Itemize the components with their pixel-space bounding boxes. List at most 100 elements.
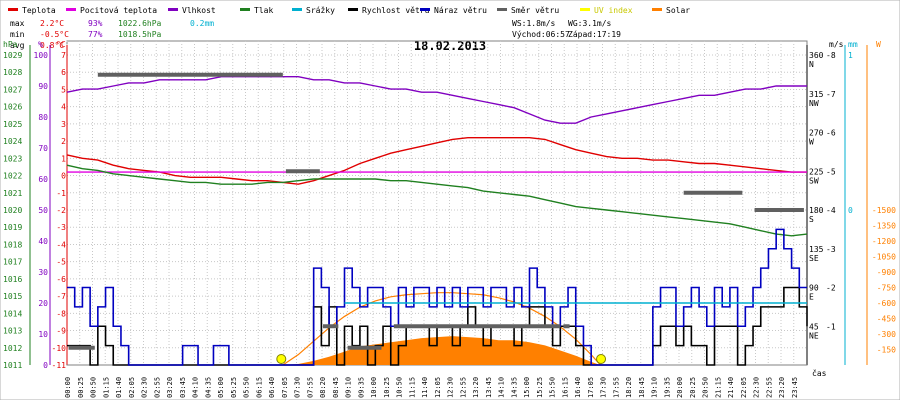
axis-tick-x: 22:30 (753, 377, 761, 398)
axis-tick-x: 04:10 (192, 377, 200, 398)
axis-tick-x: 22:55 (765, 377, 773, 398)
axis-tick-hpa: 1017 (3, 258, 22, 267)
axis-tick-dir: 90 (809, 284, 819, 293)
axis-tick-dir-name: S (809, 215, 814, 224)
stat-avg-label: avg (10, 41, 25, 50)
axis-tick-hpa: 1013 (3, 327, 22, 336)
axis-tick-x: 02:30 (141, 377, 149, 398)
stat-max-rain: 0.2mm (190, 19, 214, 28)
axis-tick-x: 21:40 (727, 377, 735, 398)
series-line (67, 286, 808, 366)
axis-tick-pct: 20 (38, 299, 48, 308)
axis-tick-dir: 180 (809, 206, 824, 215)
axis-tick-dir-name: NW (809, 99, 819, 108)
axis-tick-temp: 3 (61, 120, 66, 129)
axis-tick-w: -1200 (872, 237, 896, 246)
axis-tick-hpa: 1014 (3, 309, 22, 318)
stat-min-temp: -0.5°C (40, 30, 69, 39)
legend-label: Teplota (22, 6, 56, 15)
plot-area (66, 72, 808, 366)
axis-tick-x: 15:50 (549, 377, 557, 398)
info-sunrise: Východ:06:57 (512, 30, 570, 39)
grid (66, 40, 808, 366)
axis-tick-ms: -3 (826, 245, 836, 254)
axis-tick-x: 23:20 (778, 377, 786, 398)
legend-swatch (580, 8, 590, 11)
axis-tick-dir-name: SW (809, 176, 819, 185)
axis-tick-x: 12:55 (459, 377, 467, 398)
axis-tick-x: 12:30 (447, 377, 455, 398)
axis-tick-dir: 270 (809, 129, 824, 138)
axis-tick-x: 16:40 (574, 377, 582, 398)
info-sunset: Západ:17:19 (568, 30, 621, 39)
axis-tick-w: -1350 (872, 222, 896, 231)
axis-tick-x: 07:55 (306, 377, 314, 398)
axis-tick-temp: -5 (56, 258, 66, 267)
axis-unit-mm: mm (848, 40, 858, 49)
axis-tick-temp: -3 (56, 223, 66, 232)
axis-tick-temp: -9 (56, 327, 66, 336)
axis-tick-x: 11:15 (408, 377, 416, 398)
axis-tick-w: -600 (877, 299, 896, 308)
stat-max-label: max (10, 19, 25, 28)
axis-tick-pct: 0 (43, 361, 48, 370)
axis-tick-pct: 90 (38, 82, 48, 91)
axis-tick-x: 02:05 (128, 377, 136, 398)
legend-label: Rychlost větru (362, 6, 430, 15)
series-line (66, 164, 808, 237)
axis-tick-hpa: 1023 (3, 154, 22, 163)
legend-swatch (348, 8, 358, 11)
stat-min-press: 1018.5hPa (118, 30, 162, 39)
axis-tick-x: 16:15 (561, 377, 569, 398)
legend-label: UV index (594, 6, 633, 15)
axis-tick-ms: -6 (826, 129, 836, 138)
axes: hPa% °C1029102810271026102510241023102210… (3, 40, 896, 398)
axis-tick-ms: -8 (826, 51, 836, 60)
axis-tick-pct: 100 (34, 51, 49, 60)
legend-swatch (420, 8, 430, 11)
axis-tick-x: 06:40 (268, 377, 276, 398)
axis-unit-x: čas (812, 368, 827, 378)
legend-label: Směr větru (511, 6, 559, 15)
series-line (66, 136, 807, 185)
axis-tick-hpa: 1029 (3, 51, 22, 60)
axis-tick-x: 13:20 (472, 377, 480, 398)
axis-tick-x: 06:15 (255, 377, 263, 398)
legend-label: Tlak (254, 6, 273, 15)
axis-tick-x: 17:05 (587, 377, 595, 398)
legend-swatch (168, 8, 178, 11)
axis-tick-x: 09:35 (357, 377, 365, 398)
axis-tick-x: 18:20 (625, 377, 633, 398)
axis-tick-w: -150 (877, 346, 896, 355)
axis-tick-hpa: 1021 (3, 189, 22, 198)
axis-tick-dir-name: E (809, 293, 814, 302)
axis-tick-x: 17:55 (612, 377, 620, 398)
axis-tick-pct: 80 (38, 113, 48, 122)
axis-tick-dir: 135 (809, 245, 824, 254)
axis-tick-temp: 1 (61, 154, 66, 163)
legend-swatch (66, 8, 76, 11)
axis-tick-mm: 0 (848, 206, 853, 215)
axis-tick-x: 10:00 (370, 377, 378, 398)
axis-tick-x: 12:05 (434, 377, 442, 398)
axis-tick-x: 03:45 (179, 377, 187, 398)
axis-tick-ms: -4 (826, 206, 836, 215)
axis-tick-w: -450 (877, 315, 896, 324)
axis-tick-temp: -10 (52, 344, 67, 353)
axis-tick-x: 17:30 (600, 377, 608, 398)
axis-tick-hpa: 1026 (3, 103, 22, 112)
axis-tick-x: 03:20 (166, 377, 174, 398)
chart-title: 18.02.2013 (414, 39, 486, 53)
series-line (67, 228, 807, 366)
axis-tick-x: 00:50 (90, 377, 98, 398)
axis-tick-pct: 50 (38, 206, 48, 215)
axis-tick-pct: 10 (38, 330, 48, 339)
legend-label: Vlhkost (182, 6, 216, 15)
axis-tick-hpa: 1027 (3, 85, 22, 94)
axis-tick-temp: 5 (61, 85, 66, 94)
axis-tick-x: 14:35 (510, 377, 518, 398)
axis-tick-x: 07:05 (281, 377, 289, 398)
axis-tick-x: 05:25 (230, 377, 238, 398)
series-line (66, 76, 807, 124)
